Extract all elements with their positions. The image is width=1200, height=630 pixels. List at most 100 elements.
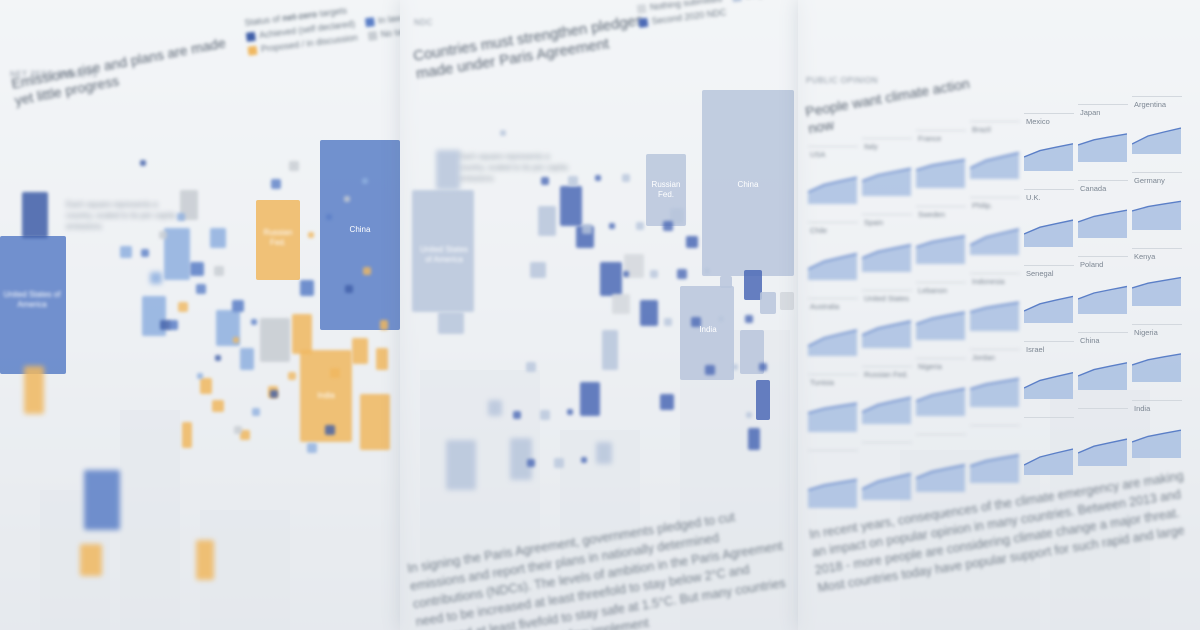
country-square <box>240 348 254 370</box>
country-name: India <box>1134 404 1151 413</box>
country-square <box>0 236 66 374</box>
trend-area-chart <box>970 228 1019 256</box>
country-square <box>746 412 752 418</box>
country-square <box>177 213 185 221</box>
trend-line <box>808 402 857 415</box>
panel-kicker: NDC <box>414 18 433 27</box>
country-square <box>718 316 724 322</box>
country-trend-cell: Japan <box>1078 104 1128 164</box>
country-trend-cell: Nigeria <box>916 357 966 418</box>
country-name: U.K. <box>1026 192 1041 202</box>
country-square <box>80 544 102 576</box>
country-trend-cell: Australia <box>808 298 858 358</box>
trend-area-chart <box>916 463 965 492</box>
label-russia: Russian Fed. <box>263 228 293 247</box>
country-square <box>677 269 687 279</box>
trend-area-chart <box>808 479 857 509</box>
country-square <box>554 458 564 468</box>
country-trend-cell: Brazil <box>970 121 1020 181</box>
country-square <box>240 430 250 440</box>
trend-area-chart <box>1078 438 1127 467</box>
trend-area-chart <box>1132 200 1181 230</box>
country-square <box>412 190 474 312</box>
trend-area <box>916 464 965 492</box>
trend-area <box>970 152 1019 180</box>
country-square <box>538 206 556 236</box>
country-name: Nigeria <box>918 361 942 371</box>
country-square <box>150 272 162 284</box>
trend-area-chart <box>808 402 857 433</box>
country-square <box>660 394 674 410</box>
country-square <box>320 140 400 330</box>
country-square <box>691 317 701 327</box>
trend-area <box>862 397 911 424</box>
country-trend-cell: USA <box>808 146 858 206</box>
trend-area <box>1132 128 1181 154</box>
trend-area-chart <box>1132 429 1181 458</box>
country-square <box>663 221 673 231</box>
label-china: China <box>349 225 371 235</box>
ndc-body-text: In signing the Paris Agreement, governme… <box>406 510 787 630</box>
trend-line <box>1024 295 1073 312</box>
trend-area-chart <box>1024 371 1073 399</box>
country-square <box>180 190 198 220</box>
country-square <box>200 378 212 394</box>
label-united-states: United States of America <box>419 245 469 264</box>
trend-area-chart <box>916 234 965 264</box>
trend-area <box>1132 201 1181 230</box>
country-square <box>436 150 460 190</box>
country-square <box>360 394 390 450</box>
country-trend-cell: Nigeria <box>1132 324 1182 384</box>
country-square <box>376 348 388 370</box>
country-trend-cell: Russian Fed. <box>862 366 912 426</box>
country-square <box>759 363 767 371</box>
trend-area <box>808 177 857 205</box>
country-name: Mexico <box>1026 116 1050 126</box>
net-zero-panel: NET ZERO TARGETS Emissions rise and plan… <box>0 0 400 630</box>
legend-item-no-target: No target <box>367 25 400 41</box>
legend-item-in-law: In law <box>364 13 400 27</box>
trend-area-chart <box>970 152 1019 180</box>
trend-line <box>808 177 857 194</box>
trend-line <box>862 473 911 490</box>
trend-area-chart <box>1132 353 1181 382</box>
label-united-states: United States of America <box>3 290 61 309</box>
trend-line <box>1078 362 1127 378</box>
country-trend-cell <box>1024 416 1074 477</box>
country-square <box>251 319 257 325</box>
trend-line <box>916 158 965 171</box>
country-square <box>612 294 630 314</box>
trend-line <box>1078 209 1127 224</box>
trend-line <box>970 378 1019 390</box>
country-trend-cell: Kenya <box>1132 248 1182 308</box>
trend-line <box>1024 371 1073 389</box>
country-square <box>256 200 300 280</box>
country-square <box>160 320 170 330</box>
country-name: Indonesia <box>972 277 1005 287</box>
label-russia: Russian Fed. <box>651 180 681 199</box>
country-square <box>510 438 532 480</box>
country-trend-cell <box>862 442 912 502</box>
country-trend-cell: U.K. <box>1024 188 1074 249</box>
country-trend-cell: Senegal <box>1024 264 1074 325</box>
trend-line <box>1024 219 1073 235</box>
country-square <box>210 228 226 248</box>
country-square <box>686 236 698 248</box>
country-square <box>580 382 600 416</box>
country-square <box>664 318 672 326</box>
trend-line <box>808 479 857 492</box>
country-square <box>292 314 312 354</box>
trend-line <box>1078 438 1127 455</box>
country-square <box>196 284 206 294</box>
trend-area <box>862 244 911 272</box>
country-square <box>624 254 644 278</box>
country-name: Lebanon <box>918 285 948 295</box>
trend-area <box>916 388 965 416</box>
trend-area-chart <box>1078 209 1127 239</box>
country-square <box>178 302 188 312</box>
trend-area-chart <box>862 320 911 348</box>
trend-area-chart <box>916 387 965 416</box>
trend-area <box>1132 430 1181 458</box>
country-square <box>271 179 281 189</box>
country-trend-cell <box>970 425 1020 485</box>
